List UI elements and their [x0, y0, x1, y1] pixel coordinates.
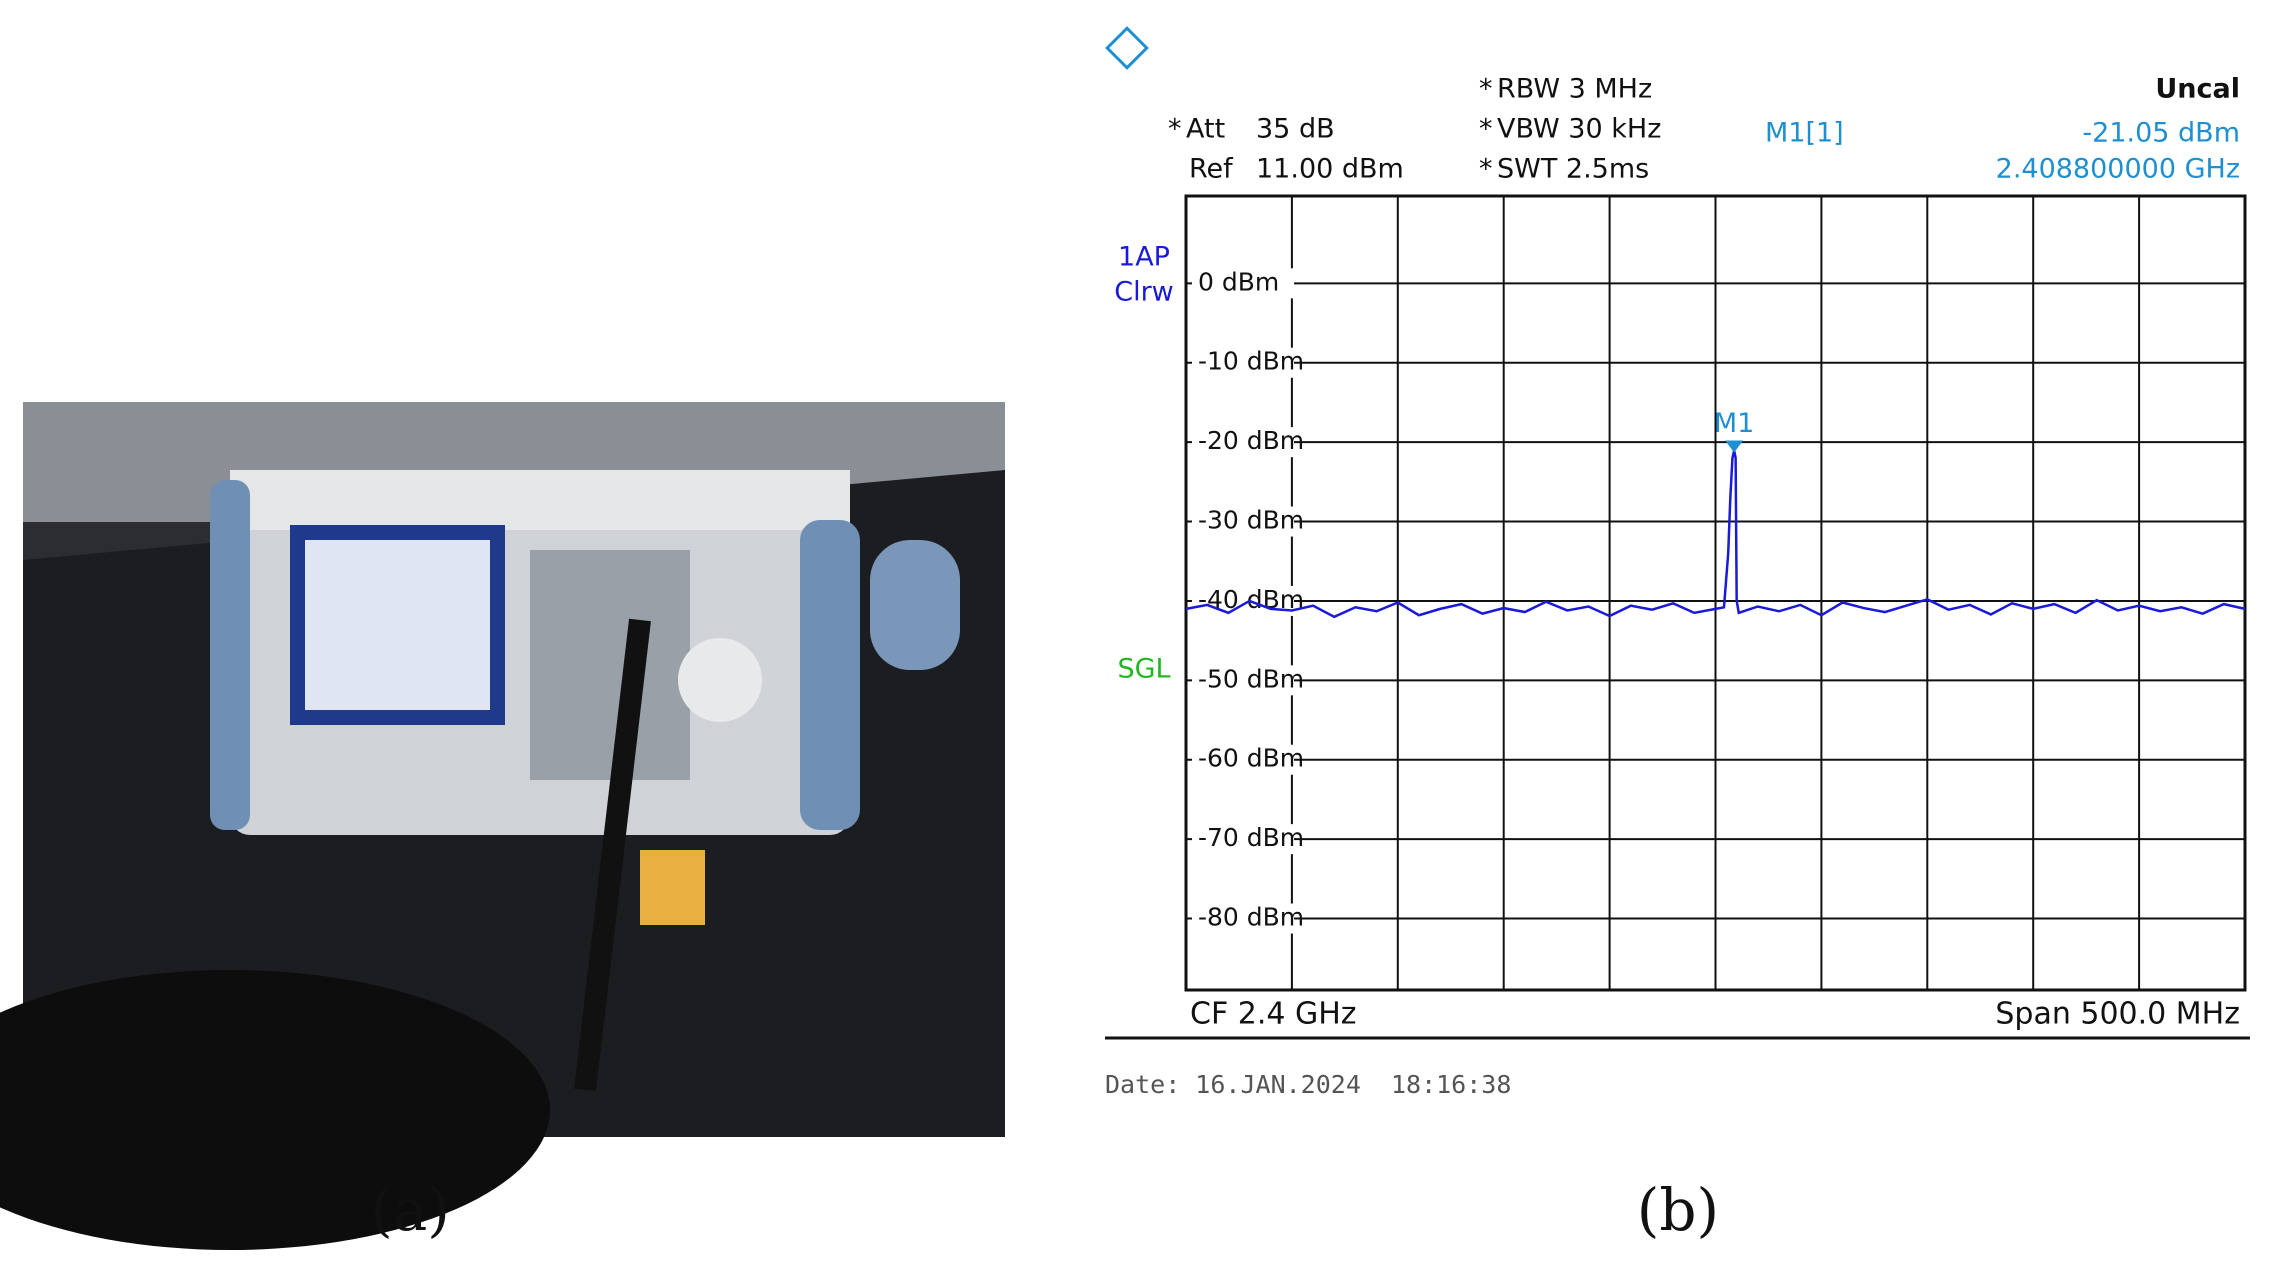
tick-label-bg: [1192, 506, 1294, 537]
marker-value: -21.05 dBm: [2082, 118, 2240, 149]
trace: [1185, 450, 2246, 619]
ref-label: Ref: [1189, 154, 1234, 185]
span: Span 500.0 MHz: [1995, 997, 2240, 1032]
y-tick-label: -60 dBm: [1198, 744, 1304, 773]
y-tick-label: -50 dBm: [1198, 664, 1304, 693]
tick-label-bg: [1192, 427, 1294, 458]
center-frequency: CF 2.4 GHz: [1190, 997, 1357, 1032]
trace-info: 1AP: [1118, 242, 1170, 273]
tick-label-bg: [1192, 347, 1294, 378]
marker: [1725, 440, 1744, 453]
date: Date: 16.JAN.2024 18:16:38: [1105, 1070, 1511, 1099]
tick-label-bg: [1192, 268, 1294, 299]
tick-label-bg: [1192, 824, 1294, 855]
logo: [1105, 26, 1149, 70]
marker-name: M1[1]: [1765, 118, 1844, 149]
photo: [0, 402, 1005, 1250]
plot-area: 0 dBm-10 dBm-20 dBm-30 dBm-40 dBm-50 dBm…: [1184, 194, 2247, 992]
y-tick-label: -30 dBm: [1198, 506, 1304, 535]
y-tick-label: -10 dBm: [1198, 347, 1304, 376]
marker-frequency: 2.408800000 GHz: [1996, 154, 2240, 185]
star: *: [1479, 114, 1493, 145]
setting: SWT 2.5ms: [1497, 154, 1649, 185]
status: Uncal: [2155, 74, 2240, 105]
tick-label-bg: [1192, 665, 1294, 696]
star: *: [1168, 114, 1182, 145]
tick-label-bg: [1192, 903, 1294, 934]
y-tick-label: -70 dBm: [1198, 823, 1304, 852]
panel-label: (b): [1637, 1176, 1719, 1244]
marker-label: M1: [1714, 408, 1754, 439]
trace-info: Clrw: [1114, 277, 1174, 308]
y-tick-label: -20 dBm: [1198, 426, 1304, 455]
att-value: 35 dB: [1256, 114, 1335, 145]
panel-label: (a): [370, 1176, 450, 1244]
sweep-mode: SGL: [1117, 654, 1170, 685]
star: *: [1479, 74, 1493, 105]
tick-label-bg: [1192, 585, 1294, 616]
ref-value: 11.00 dBm: [1256, 154, 1404, 185]
star: *: [1479, 154, 1493, 185]
setting: RBW 3 MHz: [1497, 74, 1652, 105]
setting: VBW 30 kHz: [1497, 114, 1661, 145]
y-tick-label: -80 dBm: [1198, 903, 1304, 932]
y-tick-label: 0 dBm: [1198, 267, 1279, 296]
tick-label-bg: [1192, 744, 1294, 775]
att-label: Att: [1186, 114, 1225, 145]
